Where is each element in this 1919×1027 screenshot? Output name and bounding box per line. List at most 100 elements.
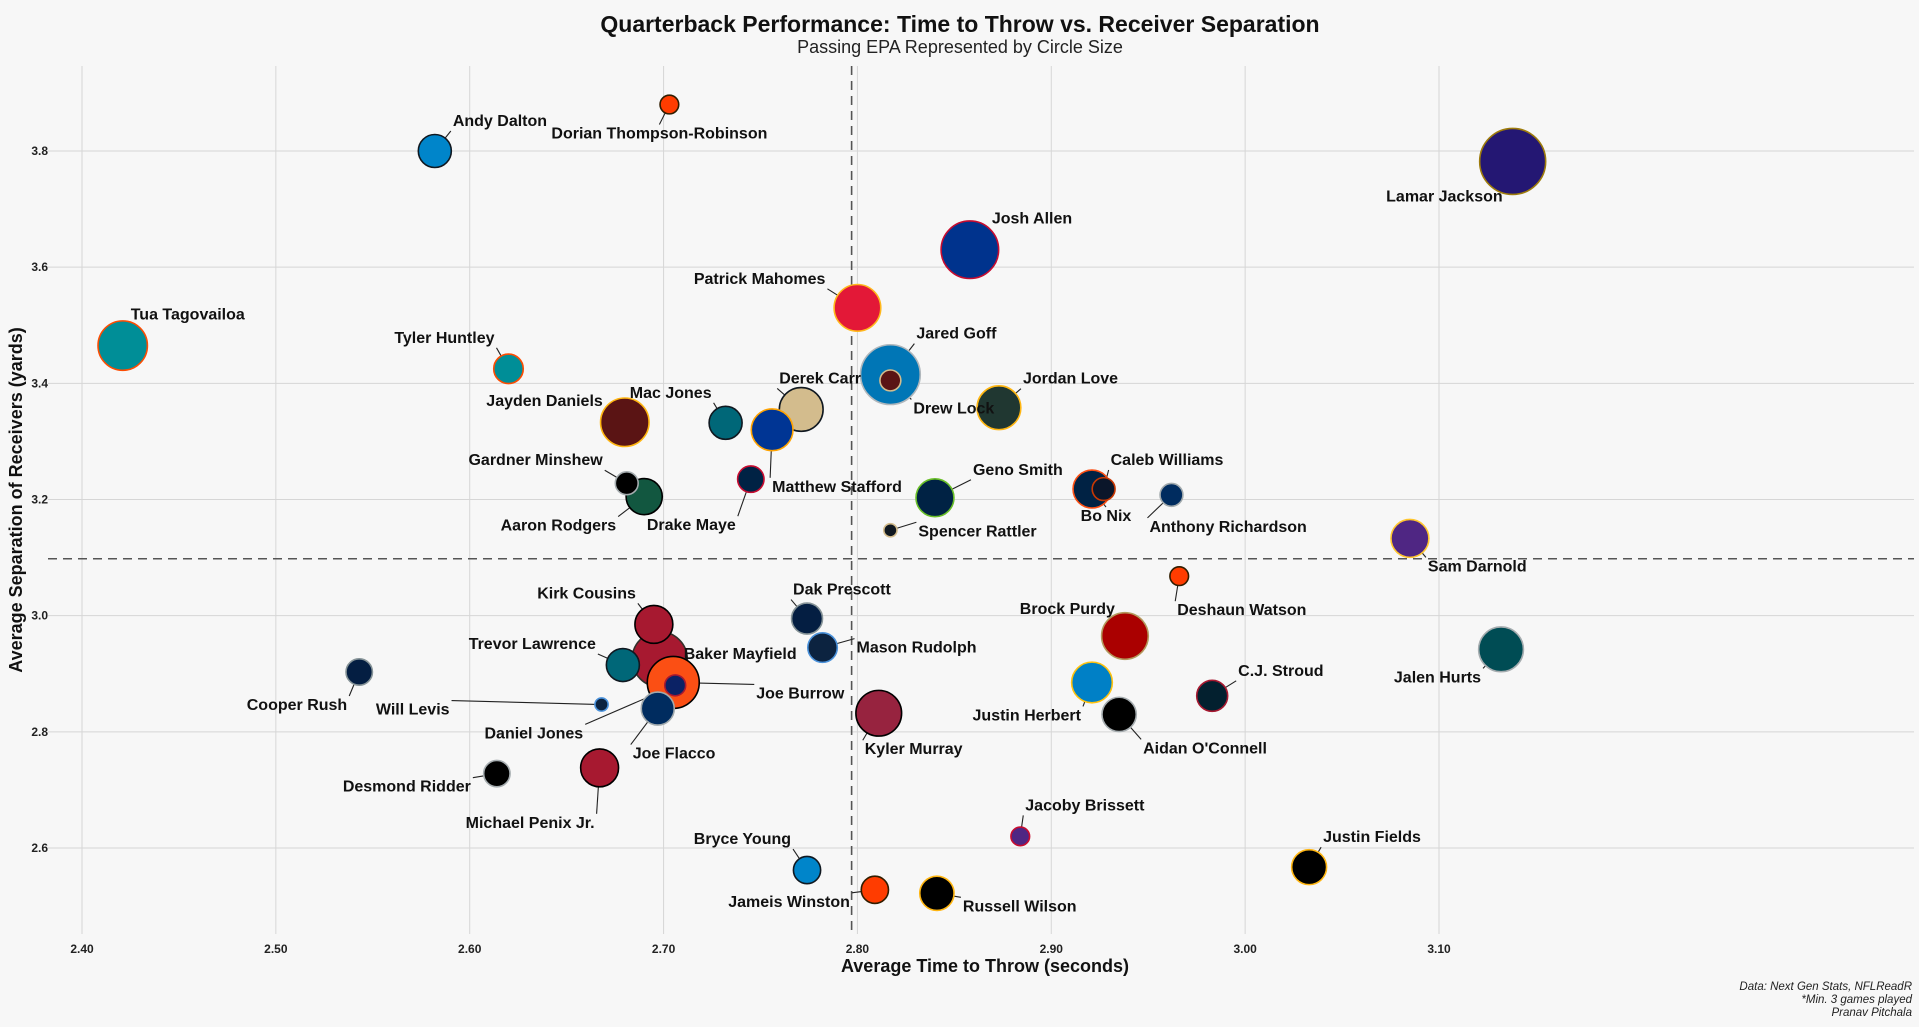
point-label: Spencer Rattler (918, 523, 1036, 540)
point-label: Kyler Murray (865, 741, 963, 758)
point-label: Brock Purdy (1020, 601, 1115, 618)
point-michael-penix-jr- (579, 748, 620, 788)
point-label: Jalen Hurts (1394, 669, 1481, 686)
point-drake-maye (736, 465, 765, 494)
point-aidan-o-connell (1101, 696, 1138, 733)
point-andy-dalton (417, 133, 453, 169)
point-patrick-mahomes (833, 283, 882, 332)
caption-note: *Min. 3 games played (1801, 994, 1912, 1006)
point-label: Justin Herbert (973, 707, 1082, 724)
x-tick-label: 2.80 (846, 942, 870, 956)
point-label: Lamar Jackson (1386, 188, 1503, 205)
point-jayden-daniels (599, 397, 650, 448)
point-labels: Lamar Jackson Josh Allen Jared Goff Drew Lo… (131, 113, 1527, 915)
point-label: Bo Nix (1081, 508, 1132, 525)
point-label: Cooper Rush (247, 697, 347, 714)
point-label: Will Levis (376, 702, 450, 719)
point-label: Drake Maye (647, 517, 736, 534)
point-bryce-young (792, 855, 822, 885)
point-brock-purdy (1100, 611, 1150, 661)
point-label: Anthony Richardson (1149, 519, 1306, 536)
point-label: Dak Prescott (793, 582, 891, 599)
point-label: Patrick Mahomes (694, 271, 826, 288)
y-tick-label: 3.4 (31, 376, 48, 390)
point-label: Josh Allen (992, 211, 1072, 228)
point-tua-tagovailoa (97, 320, 149, 372)
point-justin-herbert (1070, 661, 1114, 704)
point-label: Dorian Thompson-Robinson (551, 126, 767, 143)
grid (48, 66, 1914, 934)
y-tick-label: 3.6 (31, 260, 48, 274)
point-desmond-ridder (482, 759, 511, 788)
point-label: Michael Penix Jr. (466, 815, 595, 832)
point-label: Jared Goff (916, 326, 997, 343)
point-label: Jayden Daniels (486, 393, 603, 410)
point-label: Jameis Winston (728, 894, 850, 911)
point-label: Aaron Rodgers (501, 518, 617, 535)
point-label: Mason Rudolph (857, 640, 977, 657)
point-label: Desmond Ridder (343, 779, 471, 796)
point-label: C.J. Stroud (1238, 663, 1323, 680)
point-label: Bryce Young (694, 831, 791, 848)
point-daniel-jones (663, 674, 687, 697)
caption-author: Pranav Pitchala (1831, 1007, 1912, 1019)
point-label: Trevor Lawrence (469, 636, 596, 653)
point-spencer-rattler (882, 522, 898, 538)
label-leaders (122, 104, 1514, 898)
point-label: Deshaun Watson (1177, 602, 1306, 619)
point-label: Drew Lock (913, 400, 994, 417)
point-label: Gardner Minshew (468, 452, 603, 469)
point-label: Aidan O'Connell (1143, 740, 1267, 757)
point-lamar-jackson (1478, 127, 1547, 196)
point-label: Tyler Huntley (394, 330, 494, 347)
y-tick-label: 3.2 (31, 493, 48, 507)
point-label: Russell Wilson (963, 898, 1077, 915)
axis-ticks: 2.40 2.50 2.60 2.70 2.80 2.90 3.00 3.10 2.6 2.8 3.… (31, 144, 1451, 956)
point-kyler-murray (855, 689, 903, 737)
data-points (97, 94, 1547, 912)
point-label: Andy Dalton (453, 113, 547, 130)
x-axis-title: Average Time to Throw (seconds) (841, 956, 1129, 976)
x-tick-label: 2.50 (264, 942, 288, 956)
point-jacoby-brissett (1010, 826, 1031, 847)
point-gardner-minshew (614, 471, 639, 496)
chart-subtitle: Passing EPA Represented by Circle Size (797, 37, 1123, 57)
point-label: Geno Smith (973, 462, 1063, 479)
point-deshaun-watson (1169, 566, 1190, 587)
x-tick-label: 2.70 (652, 942, 676, 956)
x-tick-label: 3.00 (1233, 942, 1257, 956)
point-label: Jordan Love (1023, 371, 1118, 388)
point-label: Derek Carr (779, 370, 861, 387)
point-jameis-winston (860, 875, 890, 905)
point-label: Sam Darnold (1428, 558, 1527, 575)
point-label: Daniel Jones (484, 725, 583, 742)
point-matthew-stafford (750, 408, 794, 452)
point-anthony-richardson (1159, 482, 1184, 508)
point-label: Matthew Stafford (772, 479, 902, 496)
caption-source: Data: Next Gen Stats, NFLReadR (1739, 981, 1912, 993)
point-label: Joe Burrow (756, 685, 845, 702)
point-label: Tua Tagovailoa (131, 307, 245, 324)
x-tick-label: 2.40 (70, 942, 94, 956)
point-dak-prescott (790, 602, 824, 635)
point-label: Jacoby Brissett (1025, 797, 1145, 814)
point-geno-smith (915, 478, 955, 518)
point-russell-wilson (918, 875, 955, 912)
chart-title: Quarterback Performance: Time to Throw v… (600, 11, 1319, 37)
point-trevor-lawrence (605, 647, 641, 683)
point-cooper-rush (345, 658, 374, 687)
point-will-levis (594, 697, 609, 712)
point-label: Kirk Cousins (537, 585, 636, 602)
point-label: Baker Mayfield (684, 646, 797, 663)
point-kirk-cousins (634, 604, 674, 645)
y-axis-title: Average Separation of Receivers (yards) (6, 327, 26, 672)
point-jordan-love (976, 385, 1022, 431)
x-tick-label: 2.90 (1040, 942, 1064, 956)
point-tyler-huntley (492, 353, 525, 385)
point-sam-darnold (1390, 518, 1430, 559)
point-label: Caleb Williams (1111, 452, 1224, 469)
point-label: Mac Jones (630, 385, 712, 402)
y-tick-label: 3.8 (31, 144, 48, 158)
point-josh-allen (940, 220, 1000, 280)
